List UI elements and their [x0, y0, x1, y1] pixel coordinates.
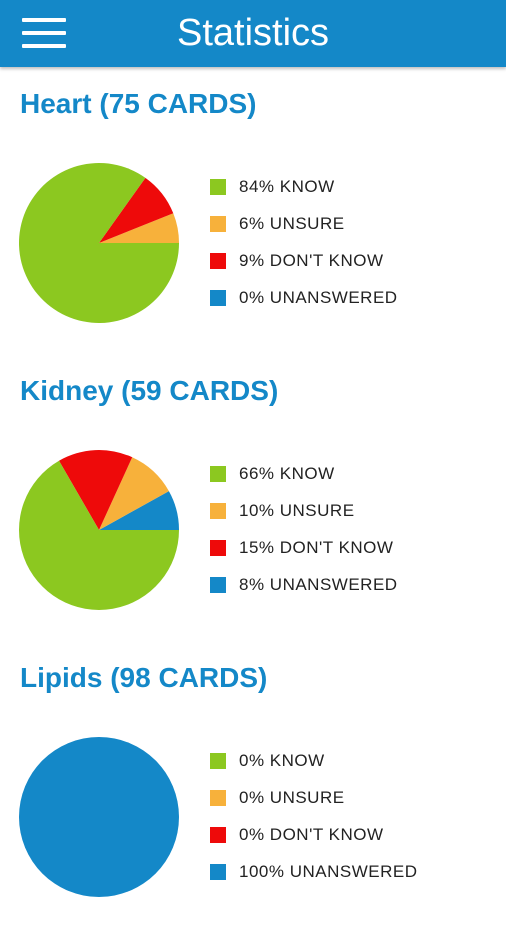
know-swatch: [210, 466, 226, 482]
dont-know-swatch: [210, 827, 226, 843]
legend-label: 8% UNANSWERED: [239, 575, 398, 594]
unanswered-swatch: [210, 577, 226, 593]
pie-slice-know: [19, 162, 180, 323]
know-swatch: [210, 753, 226, 769]
pie-chart-heart: [19, 162, 180, 323]
pie-slice-unanswered: [99, 491, 179, 530]
legend-item-unanswered: 100% UNANSWERED: [210, 860, 500, 897]
stats-section-heart: Heart (75 CARDS) 84% KNOW 6% UNSURE 9% D…: [0, 67, 506, 354]
unanswered-swatch: [210, 864, 226, 880]
pie-slice-unsure: [99, 213, 179, 243]
legend-label: 10% UNSURE: [239, 501, 355, 520]
pie-slice-dont-know: [99, 177, 174, 243]
stats-section-lipids: Lipids (98 CARDS) 0% KNOW 0% UNSURE 0% D…: [0, 641, 506, 928]
know-swatch: [210, 179, 226, 195]
legend: 66% KNOW 10% UNSURE 15% DON'T KNOW 8% UN…: [210, 462, 500, 610]
unsure-swatch: [210, 216, 226, 232]
dont-know-swatch: [210, 540, 226, 556]
legend-item-unsure: 10% UNSURE: [210, 499, 500, 536]
section-title: Lipids (98 CARDS): [20, 662, 268, 693]
app-header: Statistics: [0, 0, 506, 67]
unanswered-swatch: [210, 290, 226, 306]
legend-label: 0% UNANSWERED: [239, 288, 398, 307]
pie-slice-unanswered: [19, 737, 179, 897]
legend-item-unsure: 6% UNSURE: [210, 212, 500, 249]
legend-label: 0% DON'T KNOW: [239, 825, 384, 844]
legend-item-know: 66% KNOW: [210, 462, 500, 499]
menu-line: [22, 18, 66, 22]
legend-label: 84% KNOW: [239, 177, 335, 196]
pie-slice-know: [19, 460, 179, 611]
section-title: Kidney (59 CARDS): [20, 375, 279, 406]
legend-item-unanswered: 0% UNANSWERED: [210, 286, 500, 323]
page-title: Statistics: [176, 12, 330, 54]
pie-slice-unsure: [99, 457, 169, 530]
legend-item-unanswered: 8% UNANSWERED: [210, 573, 500, 610]
legend: 0% KNOW 0% UNSURE 0% DON'T KNOW 100% UNA…: [210, 749, 500, 897]
unsure-swatch: [210, 790, 226, 806]
stats-section-kidney: Kidney (59 CARDS) 66% KNOW 10% UNSURE 15…: [0, 354, 506, 641]
legend-label: 0% KNOW: [239, 751, 325, 770]
legend-label: 15% DON'T KNOW: [239, 538, 394, 557]
legend-item-know: 0% KNOW: [210, 749, 500, 786]
pie-slice-dont-know: [59, 450, 133, 530]
legend-item-dont-know: 15% DON'T KNOW: [210, 536, 500, 573]
legend-item-unsure: 0% UNSURE: [210, 786, 500, 823]
legend-item-dont-know: 9% DON'T KNOW: [210, 249, 500, 286]
legend-item-dont-know: 0% DON'T KNOW: [210, 823, 500, 860]
pie-chart-kidney: [19, 450, 179, 611]
menu-line: [22, 44, 66, 48]
pie-chart-lipids: [19, 737, 179, 897]
menu-line: [22, 31, 66, 35]
hamburger-menu-icon[interactable]: [22, 17, 68, 51]
legend-label: 66% KNOW: [239, 464, 335, 483]
section-title: Heart (75 CARDS): [20, 88, 257, 119]
legend-label: 6% UNSURE: [239, 214, 345, 233]
legend-label: 9% DON'T KNOW: [239, 251, 384, 270]
legend-item-know: 84% KNOW: [210, 175, 500, 212]
legend-label: 0% UNSURE: [239, 788, 345, 807]
unsure-swatch: [210, 503, 226, 519]
legend-label: 100% UNANSWERED: [239, 862, 418, 881]
legend: 84% KNOW 6% UNSURE 9% DON'T KNOW 0% UNAN…: [210, 175, 500, 323]
dont-know-swatch: [210, 253, 226, 269]
